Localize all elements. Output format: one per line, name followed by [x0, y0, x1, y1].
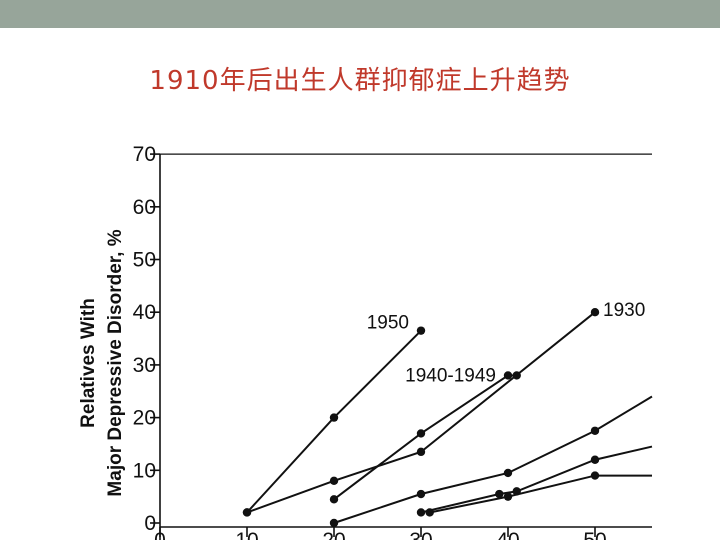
top-accent-bar [0, 0, 720, 28]
data-point [503, 371, 513, 380]
data-point [590, 455, 600, 464]
data-point [416, 326, 426, 335]
x-tick-label: 40 [496, 529, 519, 540]
data-point [495, 489, 504, 499]
y-axis-label: Relatives With Major Depressive Disorder,… [78, 229, 126, 496]
series-1940-1949 [329, 371, 521, 504]
y-tick-label: 40 [133, 301, 156, 324]
data-point [416, 429, 426, 438]
x-tick-label: 0 [154, 529, 166, 540]
data-point [416, 489, 426, 499]
data-point [416, 447, 426, 457]
data-point [590, 426, 600, 435]
series-label-1930: 1930 [603, 300, 645, 321]
data-point [329, 518, 339, 528]
y-tick-label: 30 [133, 354, 156, 377]
y-tick-label: 50 [133, 249, 156, 272]
x-tick-label: 10 [235, 529, 258, 540]
chart-series [242, 308, 653, 528]
series-unnamed [425, 471, 652, 517]
data-point [329, 495, 339, 504]
data-point [590, 471, 600, 480]
y-tick-label: 20 [133, 407, 156, 430]
chart-series-labels: 1950 1940-1949 1930 [367, 300, 646, 386]
series-1930 [242, 308, 600, 517]
series-unnamed [329, 395, 653, 528]
series-line [333, 374, 517, 501]
chart-ticks: 0 10 20 30 40 50 60 70 0 10 20 30 40 50 [133, 143, 607, 540]
series-line [246, 311, 596, 514]
series-label-1940-1949: 1940-1949 [405, 365, 496, 386]
y-tick-label: 70 [133, 143, 156, 166]
x-tick-label: 50 [583, 529, 606, 540]
y-axis-label-line: Relatives With [78, 298, 99, 428]
x-tick-label: 20 [322, 529, 345, 540]
x-tick-label: 30 [409, 529, 432, 540]
data-point [416, 508, 426, 517]
series-label-1950: 1950 [367, 313, 409, 334]
series-line [420, 445, 653, 514]
y-axis-label-line: Major Depressive Disorder, % [105, 229, 126, 496]
series-unnamed [416, 445, 653, 517]
series-1950 [242, 326, 426, 517]
chart-axes [159, 153, 652, 540]
data-point [242, 508, 252, 517]
series-line [333, 395, 653, 524]
data-point [590, 308, 600, 317]
data-point [503, 468, 513, 478]
series-line [429, 474, 652, 514]
data-point [329, 476, 339, 486]
data-point [503, 492, 513, 501]
data-point [329, 413, 339, 422]
y-tick-label: 60 [133, 196, 156, 219]
line-chart: Relatives With Major Depressive Disorder,… [78, 143, 653, 540]
slide-title: 1910年后出生人群抑郁症上升趋势 [149, 66, 571, 96]
y-tick-label: 0 [144, 512, 156, 535]
y-tick-label: 10 [133, 459, 156, 482]
data-point [425, 508, 434, 517]
